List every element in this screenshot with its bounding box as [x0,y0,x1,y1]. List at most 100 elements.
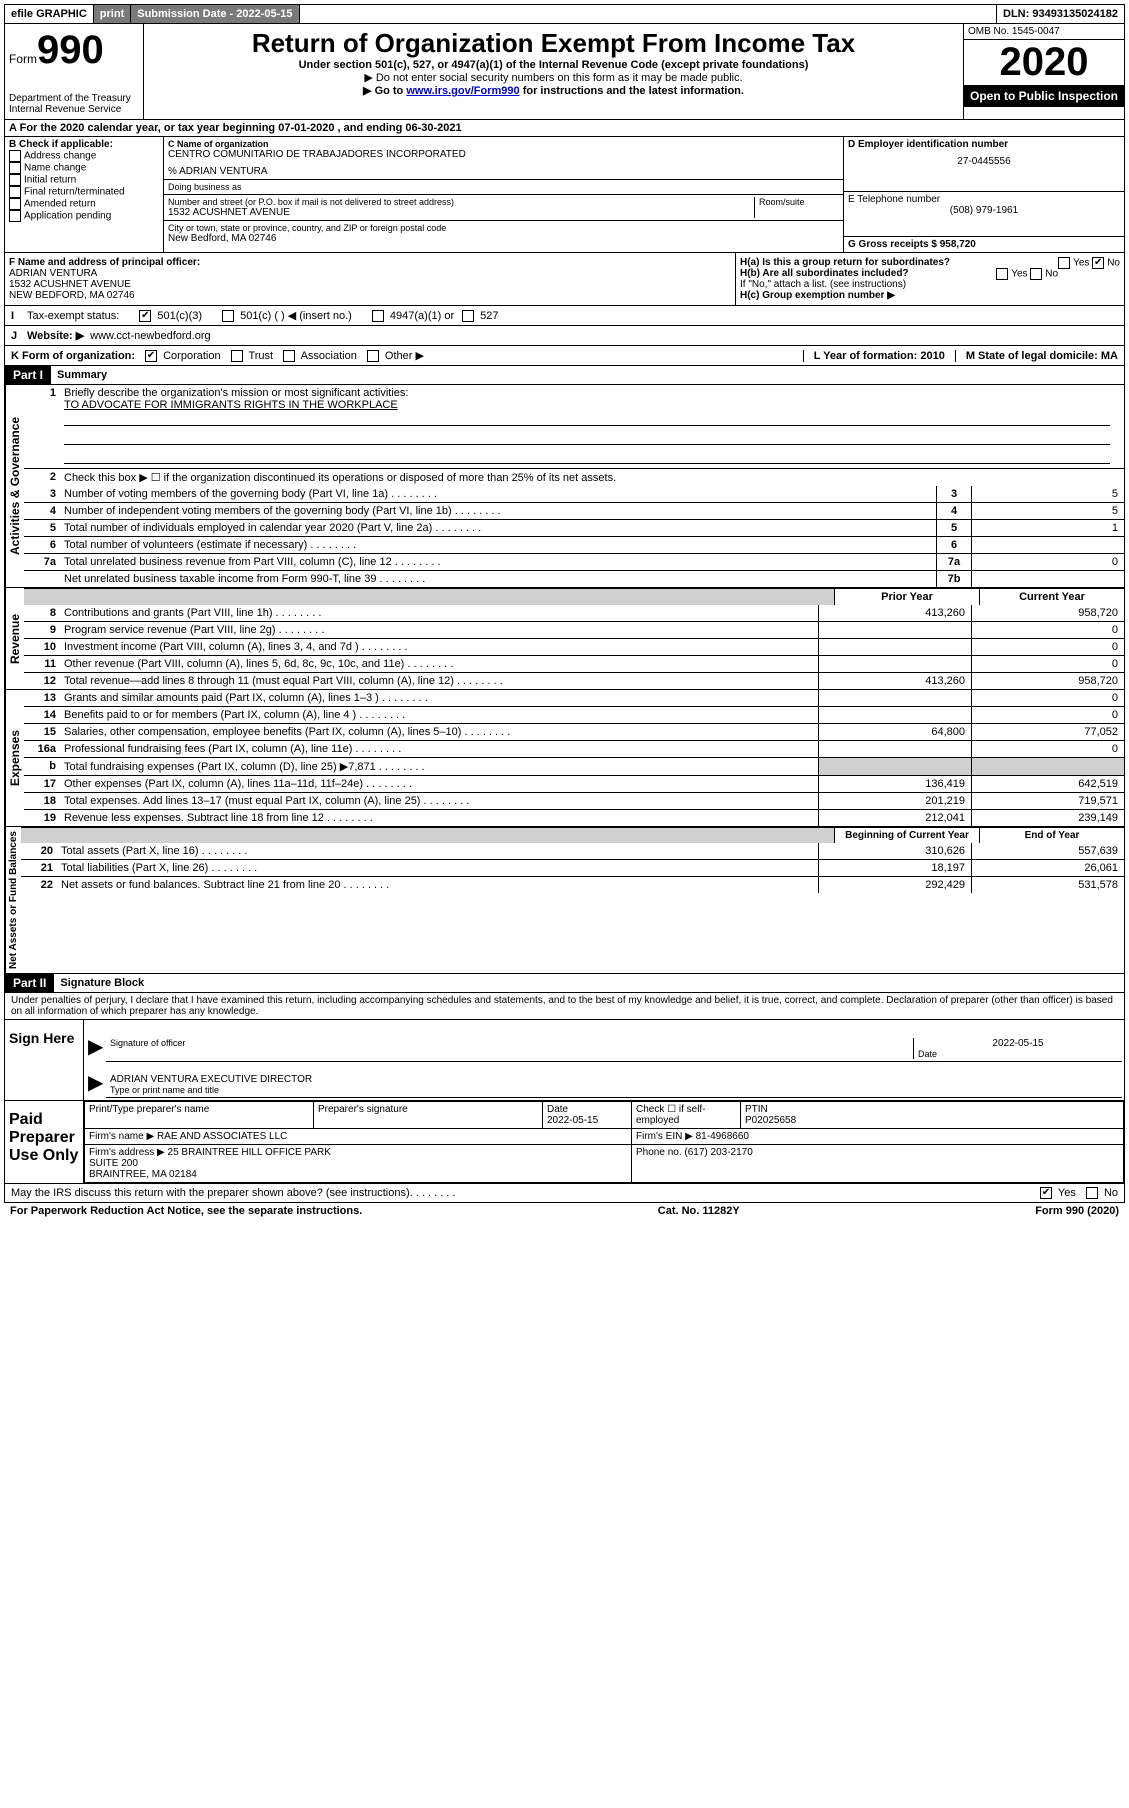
sub-line-3: ▶ Go to www.irs.gov/Form990 for instruct… [148,84,959,97]
netassets-label: Net Assets or Fund Balances [5,827,21,973]
discuss-yes-cb[interactable] [1040,1187,1052,1199]
efile-text: efile GRAPHIC [11,8,87,20]
cb-trust[interactable] [231,350,243,362]
table-row: 17Other expenses (Part IX, column (A), l… [24,775,1124,792]
prep-row-3: Firm's address ▶ 25 BRAINTREE HILL OFFIC… [85,1145,1124,1183]
paid-prep-body: Print/Type preparer's name Preparer's si… [84,1101,1124,1183]
begin-year-head: Beginning of Current Year [834,828,979,843]
firm-name-value: RAE AND ASSOCIATES LLC [157,1131,287,1142]
cb-label: Name change [24,163,86,174]
cb-initial-return[interactable]: Initial return [9,174,159,186]
cb-other[interactable] [367,350,379,362]
ha-no-cb[interactable] [1092,257,1104,269]
sub-line-2: ▶ Do not enter social security numbers o… [148,71,959,84]
cb-501c[interactable] [222,310,234,322]
net-col-header: Beginning of Current Year End of Year [21,827,1124,843]
part1-title: Summary [51,369,107,381]
cb-app-pending[interactable]: Application pending [9,210,159,222]
cb-address-change[interactable]: Address change [9,150,159,162]
dln-label: DLN: 93493135024182 [997,5,1124,23]
print-button[interactable]: print [94,5,131,23]
cb-501c3[interactable] [139,310,151,322]
form-num-footer: Form 990 (2020) [1035,1205,1119,1217]
footer-bottom: For Paperwork Reduction Act Notice, see … [4,1203,1125,1219]
cb-assoc[interactable] [283,350,295,362]
section-bcd: B Check if applicable: Address change Na… [4,137,1125,253]
opt-assoc: Association [301,350,357,362]
cb-label: Initial return [24,175,76,186]
gross-receipts: G Gross receipts $ 958,720 [848,239,1120,250]
ha-row: H(a) Is this a group return for subordin… [740,257,1120,268]
cb-4947[interactable] [372,310,384,322]
paid-prep-label: Paid Preparer Use Only [5,1101,84,1183]
prep-row-1: Print/Type preparer's name Preparer's si… [85,1102,1124,1129]
col-d: D Employer identification number 27-0445… [844,137,1124,252]
governance-label: Activities & Governance [5,385,24,587]
table-row: 8Contributions and grants (Part VIII, li… [24,605,1124,621]
officer-name: ADRIAN VENTURA [9,268,731,279]
header-center: Return of Organization Exempt From Incom… [144,24,964,119]
i-label: I [11,310,27,322]
table-row: Net unrelated business taxable income fr… [24,570,1124,587]
officer-printed-name: ADRIAN VENTURA EXECUTIVE DIRECTOR [110,1074,1118,1085]
street-label: Number and street (or P.O. box if mail i… [168,197,750,207]
cb-name-change[interactable]: Name change [9,162,159,174]
discuss-no-cb[interactable] [1086,1187,1098,1199]
opt-other: Other ▶ [385,350,424,362]
firm-ein-label: Firm's EIN ▶ [636,1131,693,1142]
officer-sig-line: ▶ Signature of officer 2022-05-15 Date [106,1036,1122,1062]
hc-label: H(c) Group exemption number ▶ [740,290,1120,301]
revenue-label: Revenue [5,588,24,689]
table-row: 11Other revenue (Part VIII, column (A), … [24,655,1124,672]
firm-phone-value: (617) 203-2170 [684,1147,752,1158]
table-row: 22Net assets or fund balances. Subtract … [21,876,1124,893]
no-label: No [1104,1187,1118,1199]
table-row: 15Salaries, other compensation, employee… [24,723,1124,740]
ha-yes-cb[interactable] [1058,257,1070,269]
q2-row: 2 Check this box ▶ ☐ if the organization… [24,468,1124,486]
cb-final-return[interactable]: Final return/terminated [9,186,159,198]
table-row: 6Total number of volunteers (estimate if… [24,536,1124,553]
form990-link[interactable]: www.irs.gov/Form990 [406,85,519,97]
q1-row: 1 Briefly describe the organization's mi… [24,385,1124,468]
table-row: 10Investment income (Part VIII, column (… [24,638,1124,655]
expenses-section: Expenses 13Grants and similar amounts pa… [4,690,1125,827]
m-state: M State of legal domicile: MA [955,350,1118,362]
form-number: 990 [37,28,104,72]
rev-col-header: Prior Year Current Year [24,588,1124,605]
b-label: B Check if applicable: [9,139,159,150]
table-row: 19Revenue less expenses. Subtract line 1… [24,809,1124,826]
ptin-value: P02025658 [745,1115,796,1126]
ha-label: H(a) Is this a group return for subordin… [740,257,950,268]
q1-text: Briefly describe the organization's miss… [64,387,408,399]
cb-label: Amended return [24,199,96,210]
governance-section: Activities & Governance 1 Briefly descri… [4,385,1125,588]
table-row: 12Total revenue—add lines 8 through 11 (… [24,672,1124,689]
col-b: B Check if applicable: Address change Na… [5,137,164,252]
cb-corp[interactable] [145,350,157,362]
hb-yes-cb[interactable] [996,268,1008,280]
table-row: 5Total number of individuals employed in… [24,519,1124,536]
no-label: No [1107,258,1120,269]
cb-527[interactable] [462,310,474,322]
dba-box: Doing business as [164,180,843,195]
hb-no-cb[interactable] [1030,268,1042,280]
submission-date-button[interactable]: Submission Date - 2022-05-15 [131,5,299,23]
discuss-row: May the IRS discuss this return with the… [4,1184,1125,1203]
prep-sig-label: Preparer's signature [318,1104,408,1115]
hb-row: H(b) Are all subordinates included? Yes … [740,268,1120,279]
dept-text: Department of the Treasury [9,93,139,104]
form-header: Form990 Department of the Treasury Inter… [4,24,1125,120]
cb-amended[interactable]: Amended return [9,198,159,210]
opt-501c3: 501(c)(3) [157,310,202,322]
tax-year: 2020 [964,40,1124,85]
sign-here-label: Sign Here [5,1020,84,1100]
yes-label: Yes [1073,258,1089,269]
sub-line-1: Under section 501(c), 527, or 4947(a)(1)… [148,59,959,71]
ein-box: D Employer identification number 27-0445… [844,137,1124,192]
name-label: C Name of organization [168,139,839,149]
expenses-body: 13Grants and similar amounts paid (Part … [24,690,1124,826]
street-box: Number and street (or P.O. box if mail i… [164,195,843,221]
firm-addr-label: Firm's address ▶ [89,1147,165,1158]
sign-here-section: Sign Here ▶ Signature of officer 2022-05… [4,1020,1125,1101]
